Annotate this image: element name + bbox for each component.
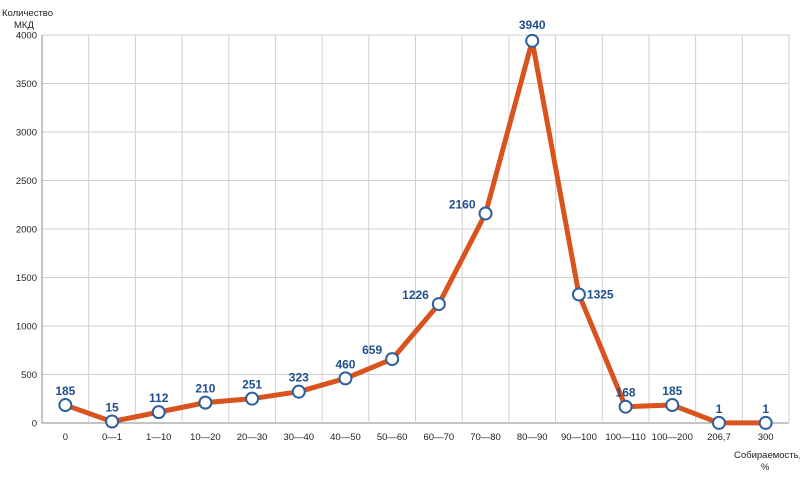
data-point [665,398,680,413]
data-point [711,415,726,430]
data-label: 251 [242,378,262,392]
x-tick-label: 90—100 [561,432,597,443]
y-tick-label: 1500 [16,273,37,284]
data-point [198,395,213,410]
data-labels: 185 15 112 210 251 323 460 659 1226 2160 3940 1325 1… [55,18,769,416]
data-point [58,398,73,413]
data-label: 185 [55,384,75,398]
x-tick-label: 50—60 [377,432,408,443]
x-tick-label: 100—110 [605,432,646,443]
x-tick-label: 10—20 [190,432,221,443]
data-point [151,405,166,420]
x-tick-label: 100—200 [652,432,693,443]
data-label: 210 [195,382,215,396]
data-label: 15 [105,401,119,415]
x-tick-labels: 0 0—1 1—10 10—20 20—30 30—40 40—50 50—60 60—70 70… [63,432,774,443]
data-point [338,371,353,386]
y-tick-labels: 0 500 1000 1500 2000 2500 3000 3500 4000 [16,31,37,430]
x-tick-label: 300 [758,432,774,443]
x-tick-label: 0—1 [102,432,122,443]
data-label: 659 [362,343,382,357]
y-tick-label: 0 [32,419,37,430]
y-tick-label: 500 [21,370,37,381]
x-tick-label: 30—40 [283,432,314,443]
data-label: 460 [335,357,355,371]
x-tick-label: 40—50 [330,432,361,443]
x-tick-label: 1—10 [146,432,171,443]
data-point [105,414,120,429]
y-axis-title-line1: Количество [2,8,53,19]
data-label: 1 [762,402,769,416]
data-label: 1 [716,402,723,416]
y-tick-label: 2000 [16,225,37,236]
y-tick-label: 2500 [16,176,37,187]
markers [58,33,773,430]
x-tick-label: 70—80 [470,432,501,443]
data-label: 168 [616,386,636,400]
data-point [571,287,586,302]
y-tick-label: 1000 [16,322,37,333]
data-label: 112 [149,391,169,405]
grid [41,34,790,424]
data-label: 323 [289,371,309,385]
x-tick-label: 0 [63,432,68,443]
data-point [245,391,260,406]
data-point [478,206,493,221]
y-tick-label: 3500 [16,79,37,90]
data-label: 1226 [402,288,429,302]
data-point [385,352,400,367]
x-tick-label: 206,7 [707,432,731,443]
data-point [525,33,540,48]
data-label: 2160 [449,197,476,211]
data-point [758,415,773,430]
data-point [291,384,306,399]
x-axis-title-line2: % [761,462,770,473]
x-axis-title-line1: Собираемость, [734,450,800,461]
x-tick-label: 80—90 [517,432,548,443]
y-tick-label: 4000 [16,31,37,42]
data-point [431,297,446,312]
x-tick-label: 20—30 [237,432,268,443]
x-tick-label: 60—70 [424,432,455,443]
y-axis-title-line2: МКД [14,20,34,31]
series-line [62,38,769,426]
series [62,38,769,426]
y-tick-label: 3000 [16,128,37,139]
data-point [618,399,633,414]
data-label: 3940 [519,18,546,32]
data-label: 185 [662,384,682,398]
axes: Количество МКД Собираемость, % [2,8,800,473]
data-label: 1325 [587,287,614,301]
